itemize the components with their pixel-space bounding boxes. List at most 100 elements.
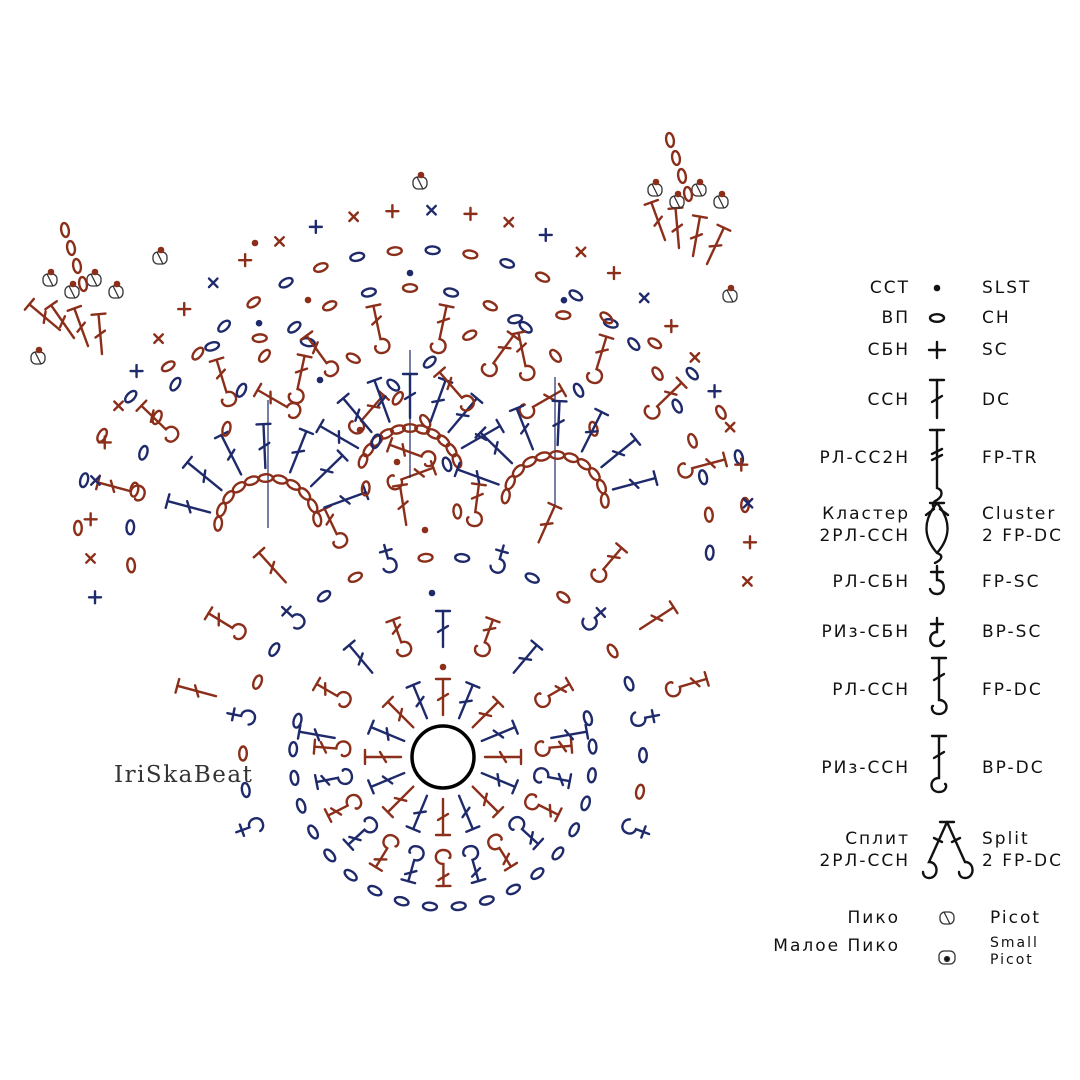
chain-symbol: [682, 185, 694, 203]
dc-stitch-symbol: [342, 639, 374, 674]
dc-stitch-symbol: [315, 418, 360, 450]
chain-symbol: [704, 544, 715, 561]
chain-symbol: [421, 901, 439, 912]
sc-symbol: [97, 435, 112, 450]
sc-symbol: [89, 474, 101, 486]
fp-dc-stitch-symbol: [385, 616, 413, 658]
slst-symbol: [696, 178, 704, 186]
slst-symbol: [35, 346, 43, 354]
watermark: IriSkaBeat: [114, 762, 254, 788]
chain-symbol: [634, 783, 646, 800]
legend-label-ru: РЛ-СС2Н: [819, 448, 910, 468]
sc-symbol: [689, 351, 701, 363]
sc-symbol: [426, 204, 437, 216]
legend-label-en: FP-SC: [982, 572, 1041, 592]
slst-symbol: [91, 268, 99, 276]
legend-label-en: Small Picot: [990, 935, 1039, 968]
chain-symbol: [534, 271, 551, 283]
chain-symbol: [548, 450, 566, 461]
fp-dc-stitch-symbol: [643, 376, 688, 420]
slst-symbol: [652, 178, 660, 186]
legend-label-ru: Пико: [847, 908, 900, 928]
sc-symbol: [538, 227, 553, 243]
dc-stitch-symbol: [252, 546, 287, 584]
slst-symbol: [356, 426, 364, 434]
legend-label-ru: Сплит 2РЛ-ССН: [819, 829, 910, 871]
chain-symbol: [499, 258, 516, 269]
chain-symbol: [278, 276, 294, 289]
chain-symbol: [347, 571, 364, 584]
fp-dc-stitch-symbol: [135, 399, 180, 443]
chain-symbol: [272, 474, 289, 485]
bp-dc-stitch-symbol: [400, 845, 425, 885]
dc-stitch-symbol: [480, 719, 519, 743]
chain-symbol: [126, 557, 137, 574]
fp-dc-stitch-symbol: [473, 616, 501, 658]
dc-stitch-symbol: [381, 785, 415, 819]
chain-symbol: [462, 329, 478, 342]
chain-symbol: [518, 320, 533, 334]
chain-symbol: [588, 420, 599, 437]
fp-dc-stitch-symbol: [203, 606, 247, 641]
chain-symbol: [191, 346, 205, 361]
legend-label-en: Split 2 FP-DC: [982, 829, 1063, 871]
chain-symbol: [316, 589, 332, 603]
chain-symbol: [425, 427, 442, 440]
sc-symbol: [742, 535, 758, 550]
chain-symbol: [703, 506, 714, 523]
chain-symbol: [238, 745, 249, 762]
fp-dc-stitch-symbol: [465, 482, 488, 528]
chain-symbol: [606, 643, 619, 659]
chain-symbol: [59, 221, 71, 239]
chain-symbol: [548, 348, 563, 363]
chain-symbol: [370, 433, 382, 450]
chain-symbol: [306, 498, 319, 514]
legend-label-en: DC: [982, 390, 1011, 410]
chain-symbol: [235, 382, 248, 398]
fp-sc-symbol: [280, 605, 306, 630]
dc-stitch-symbol: [23, 297, 62, 332]
picot-symbol: [713, 195, 729, 209]
chain-symbol: [138, 444, 149, 461]
legend-label-ru: СБН: [867, 340, 910, 360]
legend-label-en: SC: [982, 340, 1009, 360]
chain-symbol: [217, 319, 232, 333]
chain-symbol: [623, 675, 635, 692]
chain-symbol: [687, 432, 699, 449]
picot-symbol: [42, 273, 58, 287]
dc-stitch-symbol: [928, 378, 946, 420]
slst-symbol: [406, 269, 414, 277]
chain-symbol: [123, 389, 138, 404]
bp-dc-stitch-symbol: [930, 734, 948, 794]
chain-symbol: [240, 781, 251, 799]
chain-symbol: [268, 642, 281, 657]
slst-symbol: [674, 190, 682, 198]
sc-symbol: [385, 203, 400, 219]
slst-symbol: [113, 280, 121, 288]
chain-symbol: [360, 287, 377, 298]
dc-stitch-symbol: [480, 771, 519, 795]
slst-symbol: [316, 376, 324, 384]
chain-symbol: [451, 452, 463, 469]
sc-symbol: [308, 219, 324, 235]
fp-dc-stitch-symbol: [317, 504, 349, 549]
chain-symbol: [482, 300, 499, 312]
chain-symbol: [129, 481, 140, 498]
legend-label-en: Picot: [990, 908, 1042, 928]
picot-symbol: [152, 251, 168, 265]
chain-symbol: [568, 822, 581, 838]
chain-symbol: [71, 257, 83, 275]
chain-symbol: [401, 423, 419, 433]
chain-symbol: [312, 511, 323, 528]
dc-stitch-symbol: [447, 392, 484, 434]
fp-dc-stitch-symbol: [208, 356, 238, 408]
chain-symbol: [530, 867, 545, 881]
fp-dc-stitch-symbol: [534, 676, 575, 709]
fp-dc-stitch-symbol: [312, 738, 352, 758]
fp-dc-stitch-symbol: [510, 330, 536, 382]
chain-symbol: [321, 300, 338, 312]
fp-dc-stitch-symbol: [311, 676, 352, 709]
fp-dc-stitch-symbol: [299, 330, 340, 378]
plus-symbol: [927, 340, 947, 360]
chain-symbol: [714, 404, 727, 420]
